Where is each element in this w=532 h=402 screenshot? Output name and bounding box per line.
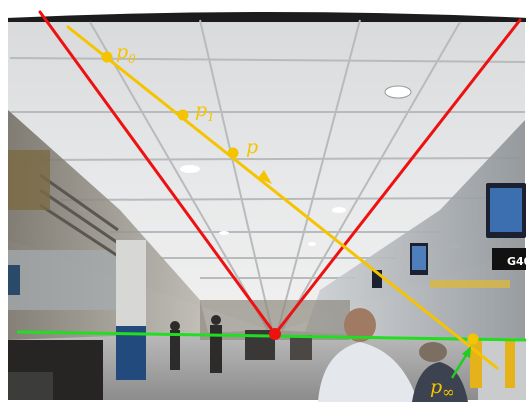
annotation-overlay: p0 p1 p p∞ xyxy=(16,10,527,401)
point-p1 xyxy=(177,109,189,121)
perspective-line-right xyxy=(273,18,522,336)
ceiling-grid xyxy=(9,19,526,331)
pinf-arrow-shaft xyxy=(450,351,470,379)
trajectory-line xyxy=(66,25,499,370)
pinf-arrowhead xyxy=(462,346,471,358)
label-p-infinity: p∞ xyxy=(430,376,455,401)
foreground-person xyxy=(318,308,468,402)
vanishing-point xyxy=(269,328,281,340)
label-p: p xyxy=(246,136,258,158)
label-p0: p0 xyxy=(116,41,136,66)
label-p1: p1 xyxy=(195,99,215,124)
trajectory-arrowhead xyxy=(258,170,272,184)
perspective-line-left xyxy=(38,10,277,336)
point-p0 xyxy=(101,51,113,63)
point-p-infinity xyxy=(467,333,479,345)
point-p xyxy=(227,147,239,159)
gate-sign-text: G40 xyxy=(507,255,532,268)
left-wall-slats xyxy=(39,173,119,258)
